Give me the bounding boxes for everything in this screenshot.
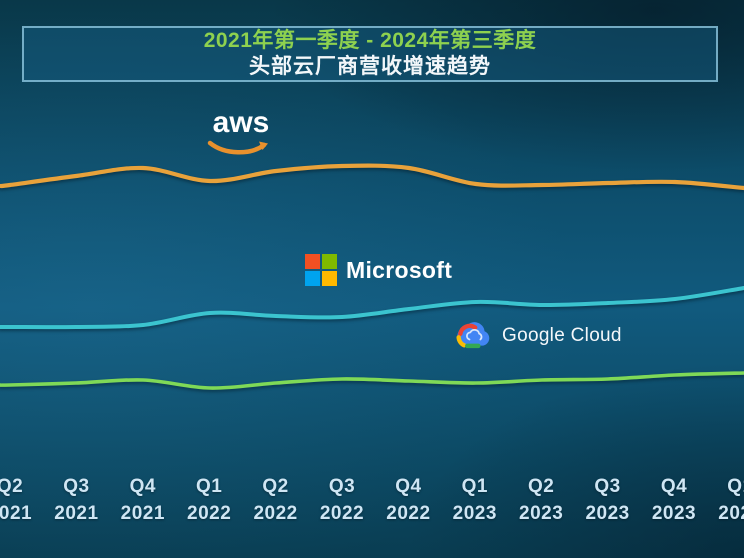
microsoft-square-2 (305, 271, 320, 286)
google-cloud-icon (456, 322, 490, 349)
google-cloud-logo-label: Google Cloud (502, 325, 622, 346)
microsoft-logo: Microsoft (305, 254, 452, 286)
title-subtitle: 头部云厂商营收增速趋势 (249, 55, 491, 78)
google-cloud-trend-line (0, 371, 744, 390)
aws-trend-line (0, 163, 744, 191)
microsoft-logo-label: Microsoft (346, 256, 453, 283)
title-date-range: 2021年第一季度 - 2024年第三季度 (203, 29, 537, 52)
microsoft-trend-line (0, 286, 744, 330)
microsoft-squares-icon (305, 254, 337, 286)
aws-smile-icon (207, 140, 268, 155)
title-box: 2021年第一季度 - 2024年第三季度 头部云厂商营收增速趋势 (22, 26, 718, 82)
microsoft-square-1 (322, 254, 337, 269)
microsoft-square-0 (305, 254, 320, 269)
aws-logo: aws (207, 108, 275, 160)
google-cloud-logo: Google Cloud (452, 320, 622, 352)
aws-logo-label: aws (212, 106, 270, 139)
microsoft-square-3 (322, 271, 337, 286)
